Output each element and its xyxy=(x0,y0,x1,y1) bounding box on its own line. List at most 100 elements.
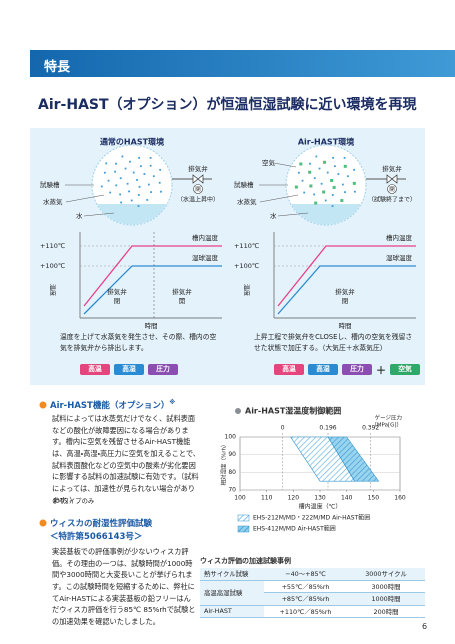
steam-particle xyxy=(129,160,131,163)
y-axis-label: 温度 xyxy=(243,284,251,296)
section-note: ※Mタイプのみ xyxy=(52,498,95,505)
x-tick-label: 110 xyxy=(261,495,273,502)
air-particle xyxy=(309,184,313,188)
table-cell: 1000時間 xyxy=(347,592,425,606)
table-row: 高温高湿試験 +55℃／85%rh 3000時間 xyxy=(200,580,425,606)
table-cell: 200時間 xyxy=(347,605,425,618)
wet-bulb-line xyxy=(83,265,222,315)
label-water: 水 xyxy=(270,211,277,220)
label-chamber-temp: 槽内温度 xyxy=(192,233,219,242)
table-cell: +55℃／85%rh xyxy=(264,580,347,593)
steam-particle xyxy=(119,177,122,180)
range-area xyxy=(327,436,380,482)
leader xyxy=(273,162,297,168)
header-bar xyxy=(30,50,455,77)
panel-title: Air-HAST環境 xyxy=(298,137,354,147)
steam-particle xyxy=(121,155,124,158)
y-axis-label: 相対湿度（%rh） xyxy=(220,442,228,486)
y-tick-label: 80 xyxy=(228,469,236,476)
steam-particle xyxy=(149,164,152,167)
steam-particle xyxy=(326,171,329,174)
steam-particle xyxy=(353,168,356,171)
label-100: +100℃ xyxy=(234,262,259,270)
steam-particle xyxy=(313,193,316,196)
water xyxy=(97,204,167,225)
air-particle xyxy=(330,179,334,182)
label-valve: 排気弁 xyxy=(382,164,402,173)
legend-swatch xyxy=(237,525,250,533)
chamber-temp-line xyxy=(83,245,222,307)
x-tick-label: 130 xyxy=(314,495,326,502)
steam-particle xyxy=(301,179,304,182)
label-chamber: 試験槽 xyxy=(40,180,60,189)
phase-label: 排気弁 xyxy=(107,287,127,296)
tag: 圧力 xyxy=(342,364,372,375)
steam-particle xyxy=(160,190,162,193)
table-cell: +85℃／85%rh xyxy=(264,592,347,606)
valve xyxy=(386,174,398,184)
section-body: 試料によっては水蒸気だけでなく、試料表面などの酸化が故障要因になる場合があります… xyxy=(52,414,200,505)
patent-number: ＜特許第5066143号＞ xyxy=(50,532,143,542)
steam-particle xyxy=(337,173,340,175)
leader xyxy=(277,212,309,217)
tag: 高湿 xyxy=(308,364,338,375)
air-particle xyxy=(340,199,344,203)
label-water: 水 xyxy=(76,211,83,220)
steam-particle xyxy=(130,199,133,202)
steam-particle xyxy=(115,184,118,187)
pressure-tick-label: 0.392 xyxy=(362,425,379,432)
steam-particle xyxy=(114,170,116,173)
legend-label: EHS-212M/MD・222M/MD Air-HAST範囲 xyxy=(253,514,370,522)
tag: 高温 xyxy=(80,364,110,375)
air-particle xyxy=(308,170,312,174)
steam-particle xyxy=(103,171,106,174)
label-valve: 排気弁 xyxy=(188,164,208,173)
plus: ＋ xyxy=(376,366,386,377)
valve-state-ring xyxy=(387,184,397,194)
steam-particle xyxy=(132,171,135,174)
wet-bulb-line xyxy=(277,265,416,315)
x-tick-label: 120 xyxy=(288,495,300,502)
water xyxy=(291,204,361,225)
page-number: 6 xyxy=(422,622,428,631)
air-particle xyxy=(332,185,336,189)
panel-description: 温度を上げて水蒸気を発生させ、その際、槽内の空気を排気弁から排出します。 xyxy=(60,333,217,352)
pressure-tick-label: 0.196 xyxy=(319,425,336,432)
section-heading: ウィスカの耐湿性評価試験 xyxy=(50,519,153,529)
air-particle xyxy=(299,162,303,166)
steam-particle xyxy=(354,190,356,193)
steam-particle xyxy=(346,175,349,178)
steam-particle xyxy=(136,179,138,181)
label-wet-bulb: 湿球温度 xyxy=(386,253,413,262)
steam-particle xyxy=(313,177,316,180)
steam-particle xyxy=(150,191,152,194)
legend-swatch xyxy=(237,514,250,522)
air-particle xyxy=(323,160,327,164)
steam-particle xyxy=(126,182,129,185)
steam-particle xyxy=(334,165,336,168)
air-particle xyxy=(294,185,298,189)
steam-particle xyxy=(344,191,346,194)
heading-mark: ※ xyxy=(169,399,176,406)
steam-particle xyxy=(315,155,318,158)
steam-particle xyxy=(147,183,150,186)
steam-particle xyxy=(331,205,334,208)
phase-label: 排気弁 xyxy=(172,287,192,296)
tag: 圧力 xyxy=(148,364,178,375)
label-air: 空気 xyxy=(262,158,276,167)
valve-state-ring xyxy=(193,184,203,194)
label-110: +110℃ xyxy=(234,242,259,250)
phase-label: 閉 xyxy=(342,297,349,305)
steam-particle xyxy=(109,191,112,194)
label-100: +100℃ xyxy=(40,262,65,270)
table-cell: 高温高湿試験 xyxy=(200,580,264,606)
label-valve-state: 閉 xyxy=(389,186,395,193)
steam-particle xyxy=(159,168,162,171)
steam-particle xyxy=(128,190,130,193)
section-body: 実装基板での評価事例が少ないウィスカ評価。その理由の一つは、試験時間が1000時… xyxy=(52,547,196,626)
pressure-tick-label: 0 xyxy=(281,425,285,432)
steam-particle xyxy=(343,156,346,159)
steam-particle xyxy=(100,185,103,188)
y-tick-label: 100 xyxy=(225,434,237,441)
